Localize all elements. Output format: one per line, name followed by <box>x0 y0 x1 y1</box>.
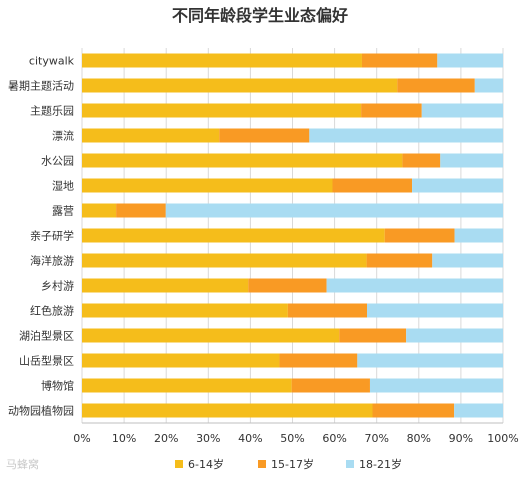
bar-segment <box>332 178 413 193</box>
bar-segment <box>412 178 503 193</box>
bar-segment <box>309 128 503 143</box>
bar-segment <box>82 153 403 168</box>
x-tick-label: 10% <box>112 432 136 445</box>
bar-segment <box>82 403 373 418</box>
x-tick-label: 0% <box>73 432 90 445</box>
category-label: 海洋旅游 <box>30 254 74 268</box>
bar-segment <box>437 53 503 68</box>
x-tick-label: 20% <box>154 432 178 445</box>
bar-segment <box>366 253 433 268</box>
bar-segment <box>372 403 455 418</box>
category-label: 湖泊型景区 <box>19 329 74 343</box>
category-label: 博物馆 <box>41 379 74 393</box>
bar-segment <box>367 303 503 318</box>
watermark-logo: 马蜂窝 <box>6 458 39 471</box>
bar-segment <box>82 253 367 268</box>
legend-label: 6-14岁 <box>188 457 224 471</box>
bar-segment <box>82 378 292 393</box>
x-tick-label: 40% <box>238 432 262 445</box>
bar-segment <box>82 53 362 68</box>
bar-segment <box>82 328 340 343</box>
category-labels: citywalk 暑期主题活动主题乐园漂流水公园湿地露营亲子研学海洋旅游乡村游红色… <box>8 55 75 418</box>
category-label: 乡村游 <box>41 279 74 293</box>
bar-segment <box>291 378 370 393</box>
bar-segment <box>82 78 398 93</box>
bar-segment <box>287 303 368 318</box>
bar-segment <box>279 353 358 368</box>
bars-layer <box>82 53 504 418</box>
bar-segment <box>82 103 362 118</box>
category-label: 动物园植物园 <box>8 404 74 418</box>
x-tick-label: 60% <box>322 432 346 445</box>
bar-segment <box>82 278 249 293</box>
category-label: 亲子研学 <box>30 229 74 243</box>
bar-segment <box>82 203 117 218</box>
x-tick-label: 50% <box>280 432 304 445</box>
bar-segment <box>116 203 166 218</box>
bar-segment <box>406 328 503 343</box>
category-label: 暑期主题活动 <box>8 80 74 93</box>
bar-segment <box>369 378 503 393</box>
bar-segment <box>421 103 503 118</box>
category-label: 主题乐园 <box>30 105 74 118</box>
legend-swatch <box>175 460 183 468</box>
category-label: 露营 <box>52 204 74 218</box>
x-tick-label: 100% <box>487 432 518 445</box>
bar-segment <box>326 278 503 293</box>
bar-segment <box>339 328 407 343</box>
bar-segment <box>454 228 503 243</box>
legend: 6-14岁 15-17岁 18-21岁 <box>175 457 402 471</box>
bar-segment <box>402 153 441 168</box>
bar-segment <box>474 78 503 93</box>
bar-segment <box>397 78 475 93</box>
bar-segment <box>248 278 327 293</box>
x-tick-label: 30% <box>196 432 220 445</box>
category-label: 漂流 <box>52 129 74 143</box>
chart-title: 不同年龄段学生业态偏好 <box>172 6 348 25</box>
x-tick-label: 80% <box>407 432 431 445</box>
bar-segment <box>82 178 333 193</box>
bar-segment <box>384 228 455 243</box>
bar-segment <box>165 203 504 218</box>
bar-segment <box>361 103 422 118</box>
category-label: 山岳型景区 <box>19 354 74 368</box>
legend-swatch <box>258 460 266 468</box>
category-label: 红色旅游 <box>30 304 74 318</box>
category-label: 湿地 <box>52 180 74 193</box>
legend-label: 18-21岁 <box>359 457 402 471</box>
bar-segment <box>82 128 220 143</box>
x-tick-labels: 0% 10% 20% 30% 40% 50% 60% 70% 80% 90% 100% <box>73 432 518 445</box>
bar-segment <box>432 253 503 268</box>
legend-label: 15-17岁 <box>271 457 314 471</box>
bar-segment <box>454 403 503 418</box>
bar-segment <box>82 228 385 243</box>
bar-segment <box>82 353 280 368</box>
x-tick-label: 90% <box>449 432 473 445</box>
category-label: citywalk <box>29 55 75 68</box>
x-tick-label: 70% <box>364 432 388 445</box>
bar-segment <box>440 153 503 168</box>
legend-swatch <box>346 460 354 468</box>
bar-segment <box>219 128 310 143</box>
category-label: 水公园 <box>41 155 74 168</box>
bar-segment <box>361 53 438 68</box>
bar-segment <box>357 353 503 368</box>
bar-segment <box>82 303 288 318</box>
